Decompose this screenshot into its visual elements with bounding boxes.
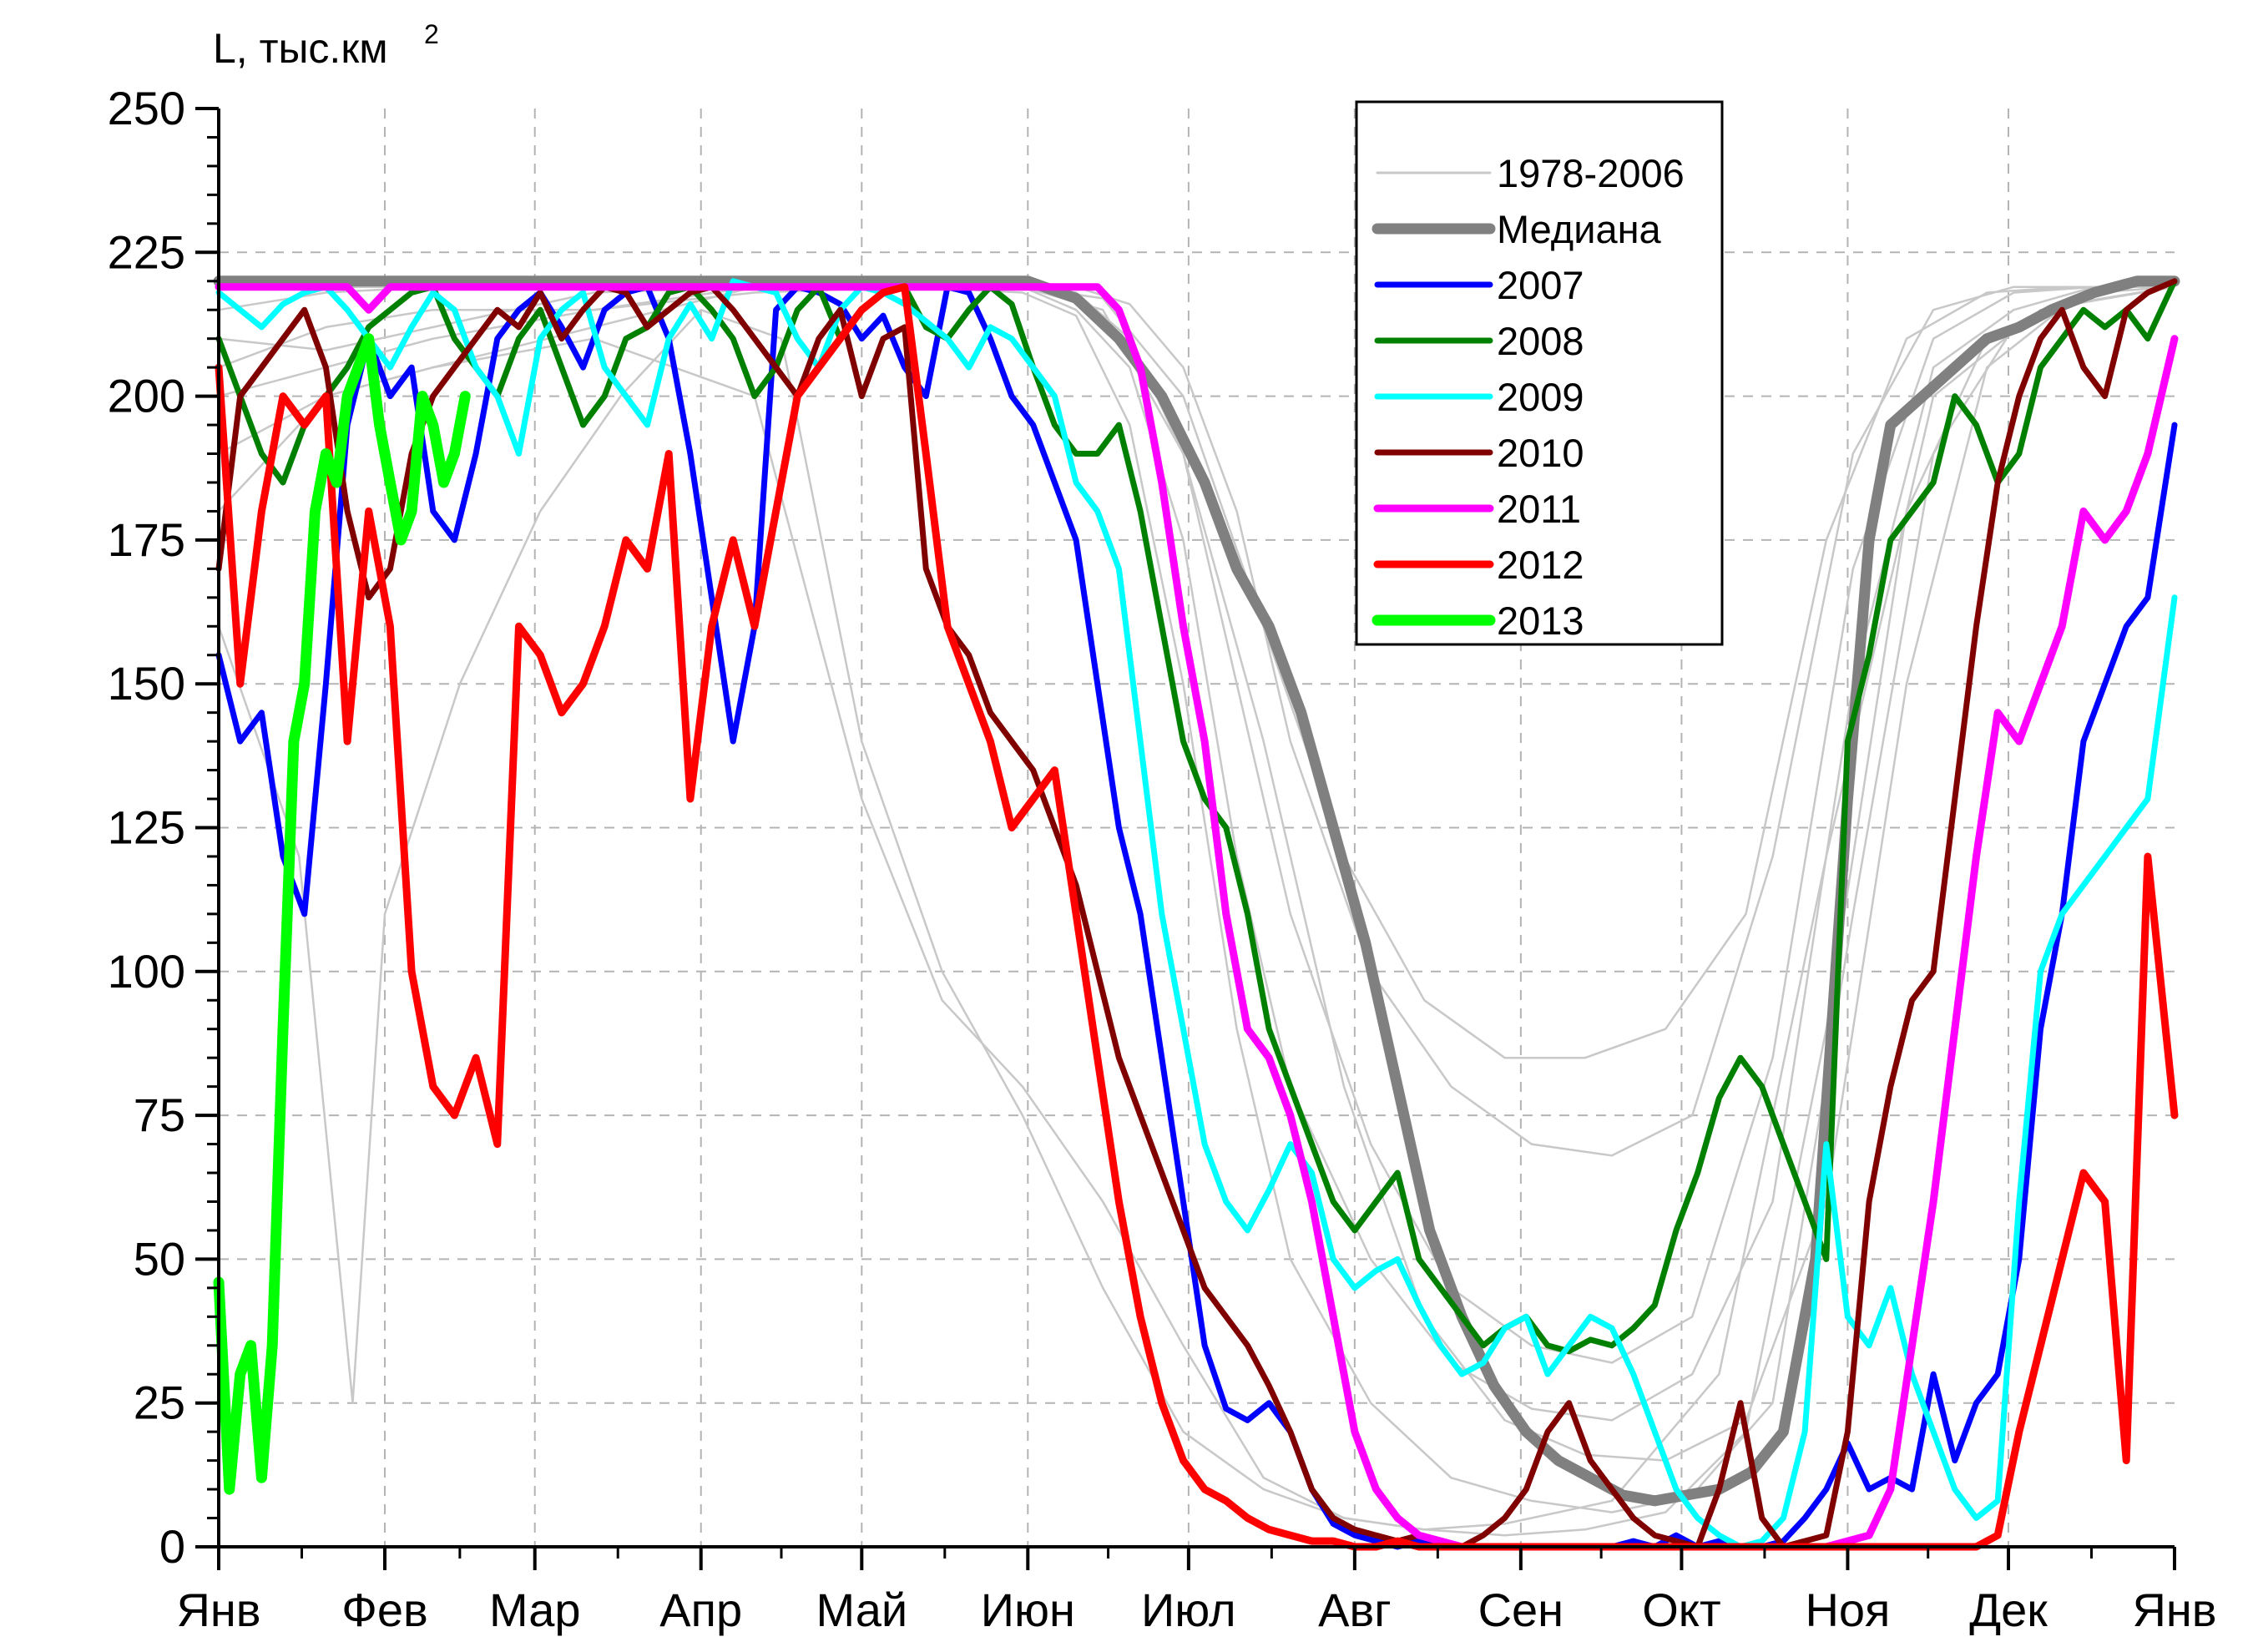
legend-label: Медиана bbox=[1497, 207, 1662, 251]
x-tick-label: Сен bbox=[1478, 1584, 1564, 1636]
y-tick-label: 0 bbox=[159, 1520, 185, 1573]
series-line-Медиана bbox=[213, 275, 2180, 1507]
x-tick-label: Янв bbox=[176, 1584, 260, 1636]
series-line-2010 bbox=[215, 278, 2178, 1550]
legend-label: 2011 bbox=[1497, 487, 1581, 531]
x-tick-label: Авг bbox=[1318, 1584, 1392, 1636]
y-tick-label: 50 bbox=[134, 1232, 185, 1285]
y-axis-title: L, тыс.км bbox=[213, 25, 388, 72]
legend-label: 2009 bbox=[1497, 375, 1584, 419]
legend-label: 2007 bbox=[1497, 263, 1584, 307]
y-tick-label: 100 bbox=[108, 945, 185, 998]
y-axis-title-superscript: 2 bbox=[424, 19, 439, 49]
y-tick-label: 25 bbox=[134, 1377, 185, 1429]
y-tick-labels: 0 25 50 75 100 125 150 175 200 225 250 bbox=[108, 82, 185, 1573]
series-line-2011 bbox=[215, 283, 2179, 1551]
x-tick-label: Май bbox=[816, 1584, 907, 1636]
x-tick-label: Окт bbox=[1642, 1584, 1720, 1636]
legend-box bbox=[1355, 100, 1724, 646]
legend-label: 2013 bbox=[1497, 599, 1584, 643]
series-line-2013 bbox=[213, 333, 471, 1495]
historical-line bbox=[218, 285, 2175, 1462]
series-line-2009 bbox=[215, 278, 2178, 1550]
x-tick-label: Июл bbox=[1141, 1584, 1236, 1636]
legend-label: 1978-2006 bbox=[1497, 151, 1685, 195]
x-tick-label: Фев bbox=[341, 1584, 427, 1636]
y-tick-label: 150 bbox=[108, 657, 185, 710]
y-tick-label: 200 bbox=[108, 370, 185, 422]
y-tick-label: 225 bbox=[108, 225, 185, 278]
x-tick-label: Янв bbox=[2132, 1584, 2216, 1636]
legend-label: 2008 bbox=[1497, 319, 1584, 363]
y-tick-label: 125 bbox=[108, 801, 185, 854]
y-tick-label: 175 bbox=[108, 513, 185, 566]
y-tick-label: 250 bbox=[108, 82, 185, 134]
x-tick-label: Июн bbox=[981, 1584, 1075, 1636]
x-tick-label: Мар bbox=[489, 1584, 581, 1636]
x-tick-label: Апр bbox=[659, 1584, 742, 1636]
series-lines bbox=[213, 275, 2180, 1551]
legend: 1978-2006 Медиана 2007 2008 2009 2010 2011 2012… bbox=[1355, 100, 1724, 646]
legend-label: 2012 bbox=[1497, 543, 1584, 587]
legend-label: 2010 bbox=[1497, 431, 1584, 475]
axes bbox=[195, 107, 2176, 1570]
x-tick-label: Ноя bbox=[1805, 1584, 1890, 1636]
series-line-2008 bbox=[215, 278, 2178, 1355]
x-tick-labels: Янв Фев Мар Апр Май Июн Июл Авг Сен Окт Ноя Дек Янв bbox=[176, 1584, 2216, 1636]
x-tick-label: Дек bbox=[1969, 1584, 2048, 1636]
y-tick-label: 75 bbox=[134, 1089, 185, 1141]
historical-line bbox=[217, 285, 2175, 1531]
